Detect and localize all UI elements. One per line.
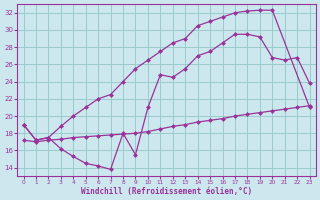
- X-axis label: Windchill (Refroidissement éolien,°C): Windchill (Refroidissement éolien,°C): [81, 187, 252, 196]
